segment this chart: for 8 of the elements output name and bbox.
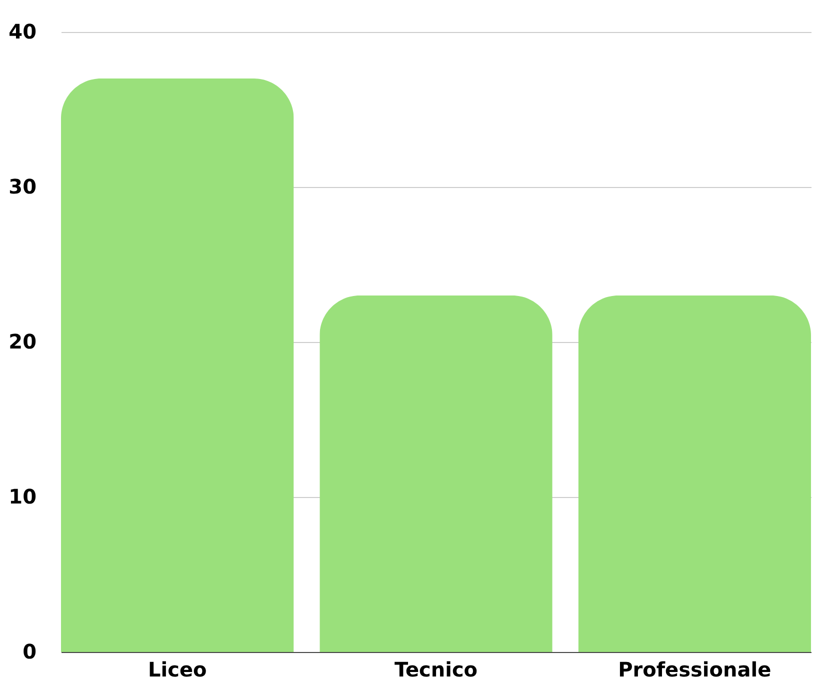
x-tick-label: Professionale [618,658,772,682]
y-tick-label: 20 [8,330,36,354]
x-tick-label: Liceo [148,658,207,682]
y-tick-label: 30 [8,174,36,198]
x-tick-label: Tecnico [394,658,478,682]
y-tick-label: 40 [8,20,36,44]
y-tick-label: 10 [8,484,36,508]
y-tick-label: 0 [22,640,36,664]
